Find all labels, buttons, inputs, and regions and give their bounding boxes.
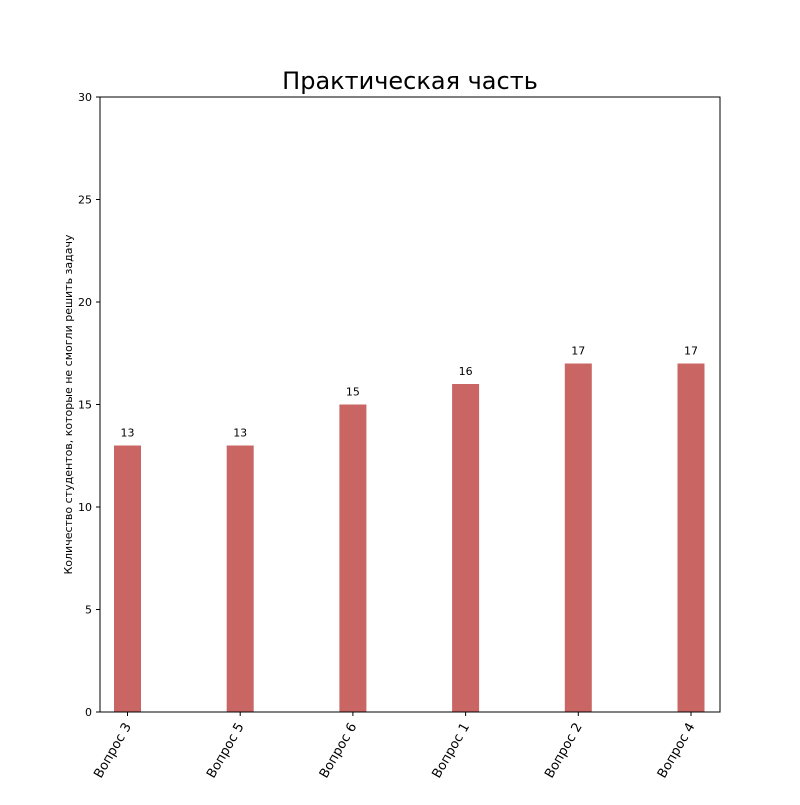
x-tick-label: Вопрос 6: [317, 721, 361, 781]
y-tick-label: 15: [78, 399, 92, 412]
data-label: 16: [459, 365, 473, 378]
data-label: 15: [346, 386, 360, 399]
bar: [677, 363, 705, 712]
y-tick-label: 5: [85, 604, 92, 617]
y-tick-label: 0: [85, 706, 92, 719]
x-tick-label: Вопрос 1: [430, 721, 474, 781]
plot-frame: [99, 96, 721, 713]
data-label: 17: [571, 345, 585, 358]
bar: [114, 445, 141, 712]
plot-area: 13 Вопрос 3 13 Вопрос 5 15 Вопрос 6 16 Вопрос 1…: [78, 91, 721, 781]
bar: [564, 363, 592, 712]
data-label: 13: [121, 427, 135, 440]
data-label: 17: [684, 345, 698, 358]
bar: [452, 384, 480, 712]
y-tick-label: 10: [78, 501, 92, 514]
bar: [339, 404, 367, 712]
bar: [226, 445, 254, 712]
y-axis-label: Количество студентов, которые не смогли …: [62, 234, 75, 575]
x-tick-label: Вопрос 5: [204, 721, 248, 781]
y-tick-label: 25: [78, 194, 92, 207]
chart-title: Практическая часть: [282, 67, 538, 95]
y-tick-label: 30: [78, 91, 92, 104]
x-tick-label: Вопрос 4: [655, 721, 699, 781]
y-tick-label: 20: [78, 296, 92, 309]
data-label: 13: [233, 427, 247, 440]
x-tick-label: Вопрос 3: [91, 721, 135, 781]
x-tick-label: Вопрос 2: [542, 721, 586, 781]
